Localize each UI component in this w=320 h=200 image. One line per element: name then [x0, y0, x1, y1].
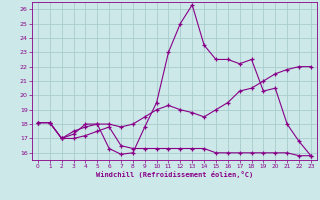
X-axis label: Windchill (Refroidissement éolien,°C): Windchill (Refroidissement éolien,°C): [96, 171, 253, 178]
